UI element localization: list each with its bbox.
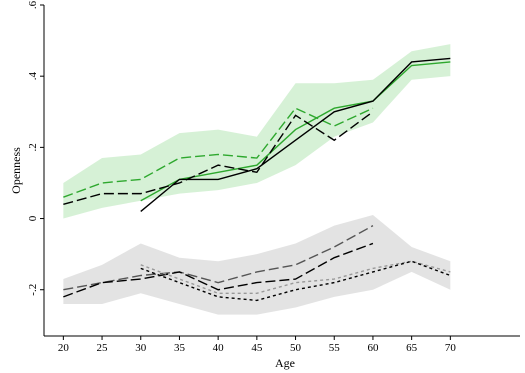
series-lines bbox=[63, 57, 451, 302]
x-tick-label: 25 bbox=[97, 342, 109, 354]
y-tick-label: .2 bbox=[27, 143, 39, 151]
x-tick-label: 60 bbox=[367, 342, 379, 354]
confidence-bands bbox=[63, 44, 451, 315]
series-line-6 bbox=[63, 242, 374, 298]
x-tick-label: 50 bbox=[290, 342, 302, 354]
series-line-3 bbox=[63, 111, 374, 205]
y-tick-label: .6 bbox=[27, 0, 39, 9]
axes bbox=[43, 5, 520, 337]
y-tick-label: 0 bbox=[27, 215, 39, 221]
x-axis-ticks: 20 25 30 35 40 45 50 55 60 65 70 bbox=[58, 336, 456, 354]
series-line-8 bbox=[140, 260, 451, 302]
x-tick-label: 35 bbox=[174, 342, 186, 354]
series-line-7 bbox=[140, 260, 451, 294]
confidence-band-2 bbox=[63, 214, 451, 315]
series-line-4 bbox=[140, 57, 451, 212]
series-line-1 bbox=[63, 107, 374, 198]
x-axis-title: Age bbox=[275, 356, 295, 370]
y-tick-label: -.2 bbox=[27, 284, 39, 296]
x-tick-label: 30 bbox=[135, 342, 147, 354]
x-tick-label: 65 bbox=[406, 342, 418, 354]
series-line-5 bbox=[63, 225, 374, 291]
y-axis-ticks: -.2 0 .2 .4 .6 bbox=[27, 0, 44, 296]
x-tick-label: 20 bbox=[58, 342, 70, 354]
x-tick-label: 45 bbox=[251, 342, 263, 354]
x-tick-label: 55 bbox=[329, 342, 341, 354]
x-tick-label: 40 bbox=[213, 342, 225, 354]
y-tick-label: .4 bbox=[27, 72, 39, 81]
confidence-band-1 bbox=[63, 44, 451, 219]
y-axis-title: Openness bbox=[9, 147, 23, 194]
x-tick-label: 70 bbox=[445, 342, 457, 354]
